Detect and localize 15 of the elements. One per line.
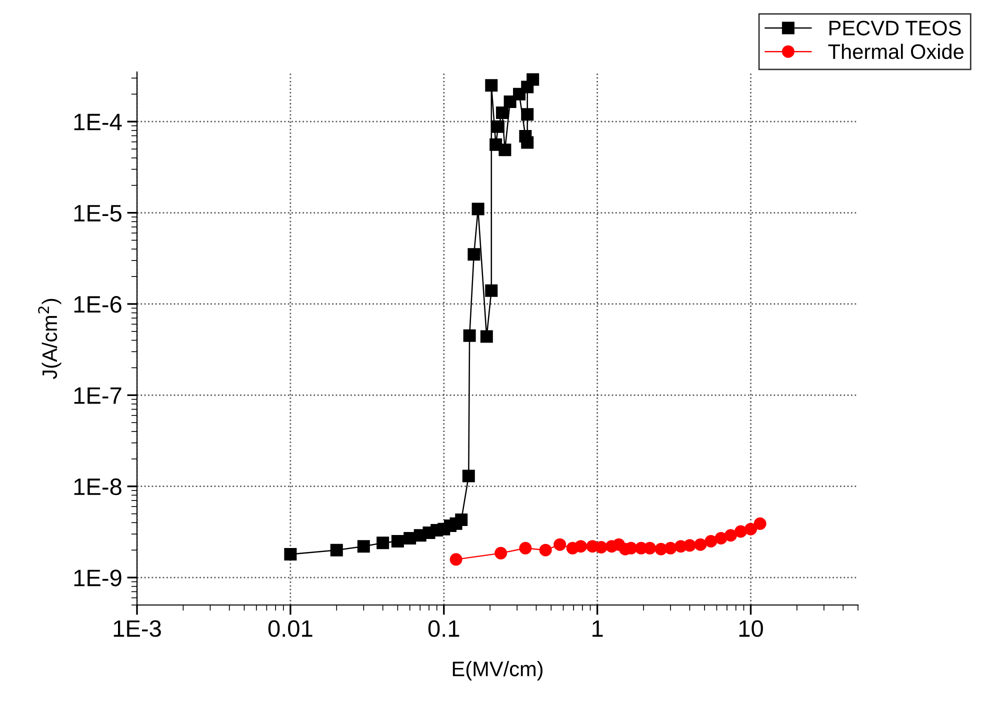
y-axis-title: J(A/cm$^{2}$) [38,298,62,380]
y-tick-label: 1E-9 [74,570,122,586]
y-tick-label: 1E-8 [74,478,122,496]
y-tick-label: 1E-4 [74,114,122,130]
x-tick-label: 1 [592,620,603,637]
y-tick-label: 1E-5 [74,205,122,222]
x-tick-label: 0.1 [428,620,460,637]
legend-label: Thermal Oxide [828,44,964,60]
x-tick-label: 0.01 [268,620,312,637]
y-tick-label: 1E-7 [74,387,122,404]
x-tick-label: 10 [739,620,763,637]
x-axis-title: E(MV/cm) [452,661,542,680]
legend-label: PECVD TEOS [830,20,961,36]
y-tick-label: 1E-6 [74,296,122,313]
x-tick-label: 1E-3 [114,620,161,637]
